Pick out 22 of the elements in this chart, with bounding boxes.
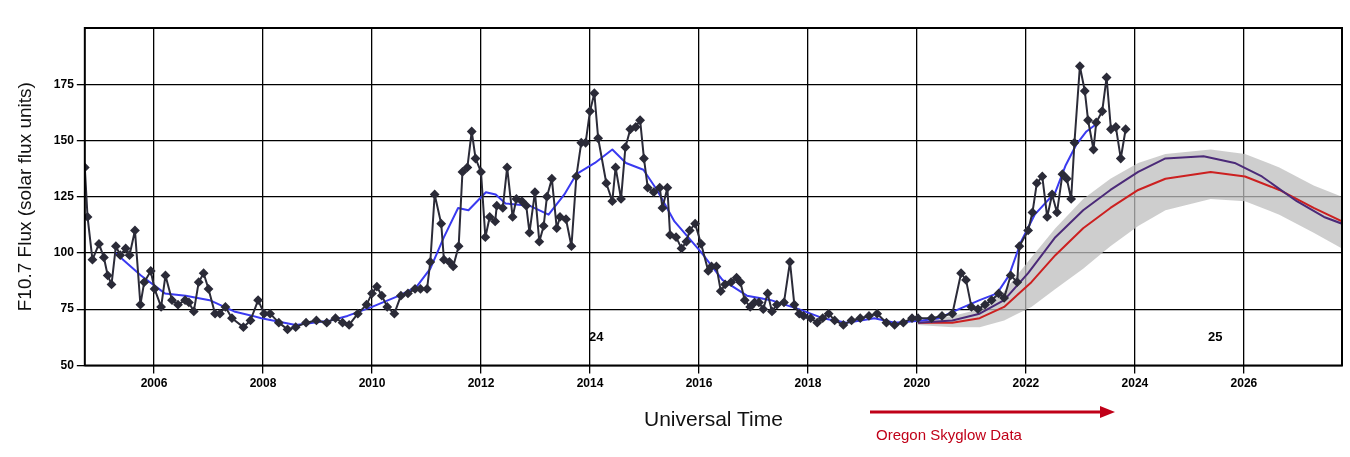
annotation: 24 (589, 329, 604, 344)
x-tick-label: 2026 (1230, 375, 1258, 390)
y-tick-label: 50 (60, 357, 75, 372)
y-tick-label: 175 (53, 76, 75, 91)
text: Oregon Skyglow Data (876, 426, 1022, 443)
x-tick-label: 2020 (903, 375, 931, 390)
x-tick-label: 2018 (794, 375, 822, 390)
y-tick-label: 125 (53, 189, 75, 204)
x-tick-label: 2014 (576, 375, 604, 390)
x-tick-label: 2024 (1121, 375, 1149, 390)
x-tick-label: 2010 (358, 375, 386, 390)
x-tick-label: 2022 (1012, 375, 1040, 390)
x-tick-label: 2008 (249, 375, 277, 390)
x-tick-label: 2006 (140, 375, 168, 390)
y-tick-label: 150 (53, 132, 75, 147)
x-tick-label: 2016 (685, 375, 713, 390)
y-axis-title: F10.7 Flux (solar flux units) (13, 82, 35, 312)
y-tick-label: 100 (53, 245, 75, 260)
y-tick-label: 75 (60, 301, 75, 316)
x-tick-label: 2012 (467, 375, 495, 390)
annotation: 25 (1208, 329, 1223, 344)
x-axis-title: Universal Time (643, 407, 783, 431)
